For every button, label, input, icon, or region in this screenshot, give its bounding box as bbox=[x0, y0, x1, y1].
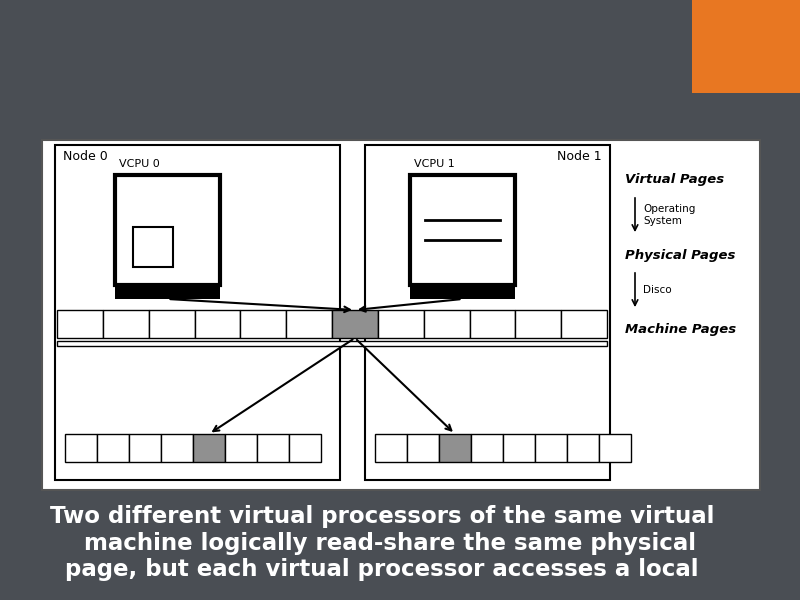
Bar bbox=[115, 285, 220, 299]
Bar bbox=[97, 434, 129, 462]
Bar bbox=[378, 310, 424, 338]
Bar bbox=[161, 434, 193, 462]
Text: Virtual Pages: Virtual Pages bbox=[625, 173, 724, 187]
Text: Node 1: Node 1 bbox=[558, 150, 602, 163]
Text: Operating
System: Operating System bbox=[643, 204, 695, 226]
Bar bbox=[149, 310, 194, 338]
Bar bbox=[42, 140, 760, 490]
Text: Physical Pages: Physical Pages bbox=[625, 248, 735, 262]
Bar bbox=[55, 145, 340, 480]
Bar bbox=[257, 434, 289, 462]
Bar bbox=[471, 434, 503, 462]
Bar bbox=[561, 310, 607, 338]
Bar bbox=[129, 434, 161, 462]
Text: VCPU 1: VCPU 1 bbox=[414, 159, 454, 169]
Text: Disco: Disco bbox=[643, 285, 672, 295]
Bar bbox=[535, 434, 567, 462]
Bar bbox=[57, 310, 103, 338]
Bar bbox=[515, 310, 561, 338]
Bar bbox=[470, 310, 515, 338]
Bar bbox=[503, 434, 535, 462]
Bar bbox=[65, 434, 97, 462]
Bar bbox=[194, 310, 240, 338]
Bar bbox=[365, 145, 610, 480]
Bar bbox=[439, 434, 471, 462]
Text: Two different virtual processors of the same virtual
  machine logically read-sh: Two different virtual processors of the … bbox=[50, 505, 714, 581]
Bar bbox=[407, 434, 439, 462]
Text: Node 0: Node 0 bbox=[63, 150, 108, 163]
Bar bbox=[424, 310, 470, 338]
Bar bbox=[57, 341, 607, 346]
Bar bbox=[133, 227, 173, 267]
Bar bbox=[567, 434, 599, 462]
Bar bbox=[599, 434, 631, 462]
Bar bbox=[193, 434, 225, 462]
Bar bbox=[240, 310, 286, 338]
Bar bbox=[332, 310, 378, 338]
Bar bbox=[103, 310, 149, 338]
Bar bbox=[289, 434, 321, 462]
Bar bbox=[115, 175, 220, 285]
Bar bbox=[692, 0, 800, 93]
Bar bbox=[225, 434, 257, 462]
Bar bbox=[410, 285, 515, 299]
Bar bbox=[410, 175, 515, 285]
Text: Machine Pages: Machine Pages bbox=[625, 323, 736, 337]
Bar bbox=[286, 310, 332, 338]
Bar bbox=[375, 434, 407, 462]
Text: VCPU 0: VCPU 0 bbox=[119, 159, 160, 169]
